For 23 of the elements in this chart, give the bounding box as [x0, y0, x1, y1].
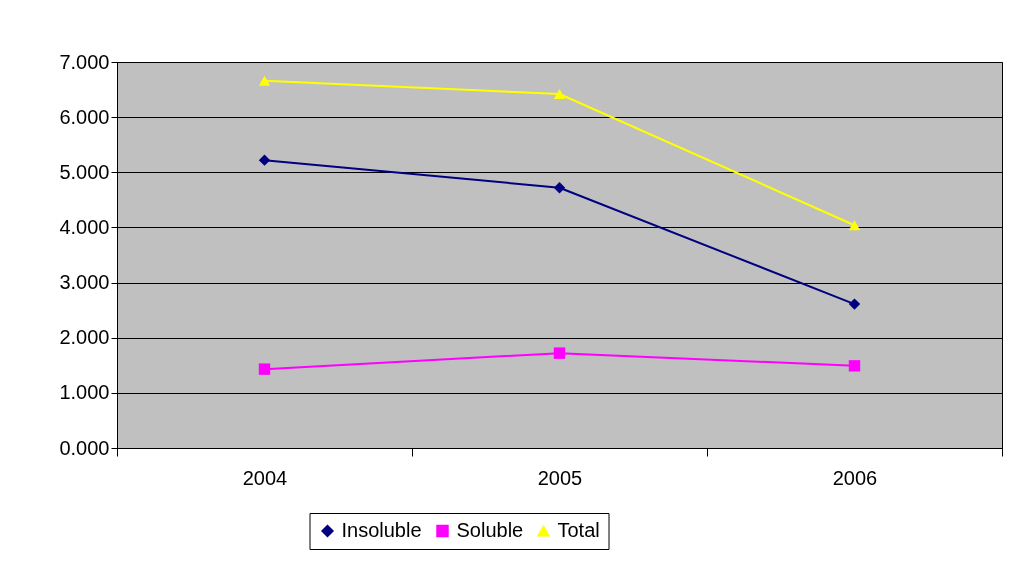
y-tick-label: 1.000	[59, 381, 110, 404]
legend-label: Insoluble	[341, 519, 422, 541]
y-tick-label: 7.000	[59, 50, 110, 73]
legend-label: Total	[557, 519, 600, 541]
x-tick-label: 2005	[537, 466, 583, 489]
y-tick-label: 3.000	[59, 271, 110, 294]
point	[553, 347, 566, 359]
point	[258, 363, 271, 375]
y-tick-label: 2.000	[59, 326, 110, 349]
point	[553, 182, 566, 194]
y-tick-label: 6.000	[59, 105, 110, 128]
y-tick-label: 0.000	[59, 436, 110, 459]
y-tick-label: 5.000	[59, 160, 110, 183]
point	[848, 360, 861, 372]
x-tick-label: 2004	[242, 466, 288, 489]
y-tick-label: 4.000	[59, 215, 110, 238]
point	[848, 220, 861, 231]
point	[258, 75, 271, 86]
x-tick-label: 2006	[832, 466, 878, 489]
point	[258, 154, 271, 166]
legend-label: Soluble	[456, 519, 524, 541]
point	[848, 298, 861, 310]
point	[553, 89, 566, 99]
